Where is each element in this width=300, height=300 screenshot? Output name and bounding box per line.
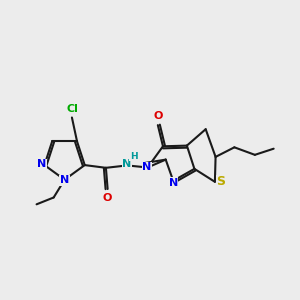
Text: N: N bbox=[37, 159, 46, 170]
Text: O: O bbox=[103, 193, 112, 203]
Text: S: S bbox=[217, 175, 226, 188]
Text: Cl: Cl bbox=[67, 104, 79, 114]
Text: N: N bbox=[122, 159, 132, 169]
Text: N: N bbox=[60, 176, 69, 185]
Text: N: N bbox=[142, 163, 152, 172]
Text: O: O bbox=[153, 110, 163, 121]
Text: H: H bbox=[130, 152, 137, 161]
Text: N: N bbox=[169, 178, 178, 188]
